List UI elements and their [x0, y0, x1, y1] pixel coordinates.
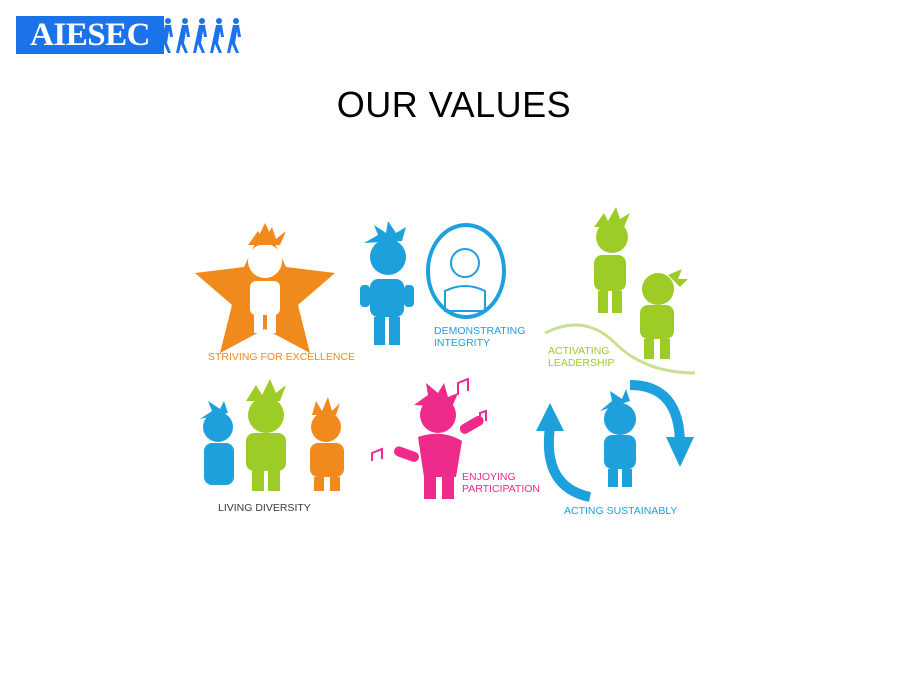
diversity-figures-icon — [200, 379, 344, 491]
value-label-diversity: LIVING DIVERSITY — [218, 502, 311, 514]
walking-people-icon — [160, 18, 241, 53]
values-figures — [195, 207, 696, 502]
slide-title: OUR VALUES — [336, 84, 572, 125]
leadership-figures-icon — [544, 207, 696, 375]
value-label-excellence: STRIVING FOR EXCELLENCE — [208, 351, 356, 363]
excellence-star-icon — [195, 223, 335, 353]
values-illustration: STRIVING FOR EXCELLENCE DEMONSTRATING IN… — [180, 205, 710, 535]
value-label-participation: ENJOYING PARTICIPATION — [462, 471, 540, 495]
value-label-leadership: ACTIVATING LEADERSHIP — [548, 345, 615, 369]
logo-background — [16, 16, 164, 54]
logo-text: AIESEC — [30, 17, 150, 53]
aiesec-logo: AIESEC — [16, 16, 244, 56]
sustainability-figure-icon — [536, 380, 694, 502]
participation-figure-icon — [371, 377, 487, 499]
integrity-figure-icon — [360, 221, 506, 345]
value-label-sustainably: ACTING SUSTAINABLY — [564, 505, 678, 517]
value-label-integrity: DEMONSTRATING INTEGRITY — [434, 325, 526, 349]
